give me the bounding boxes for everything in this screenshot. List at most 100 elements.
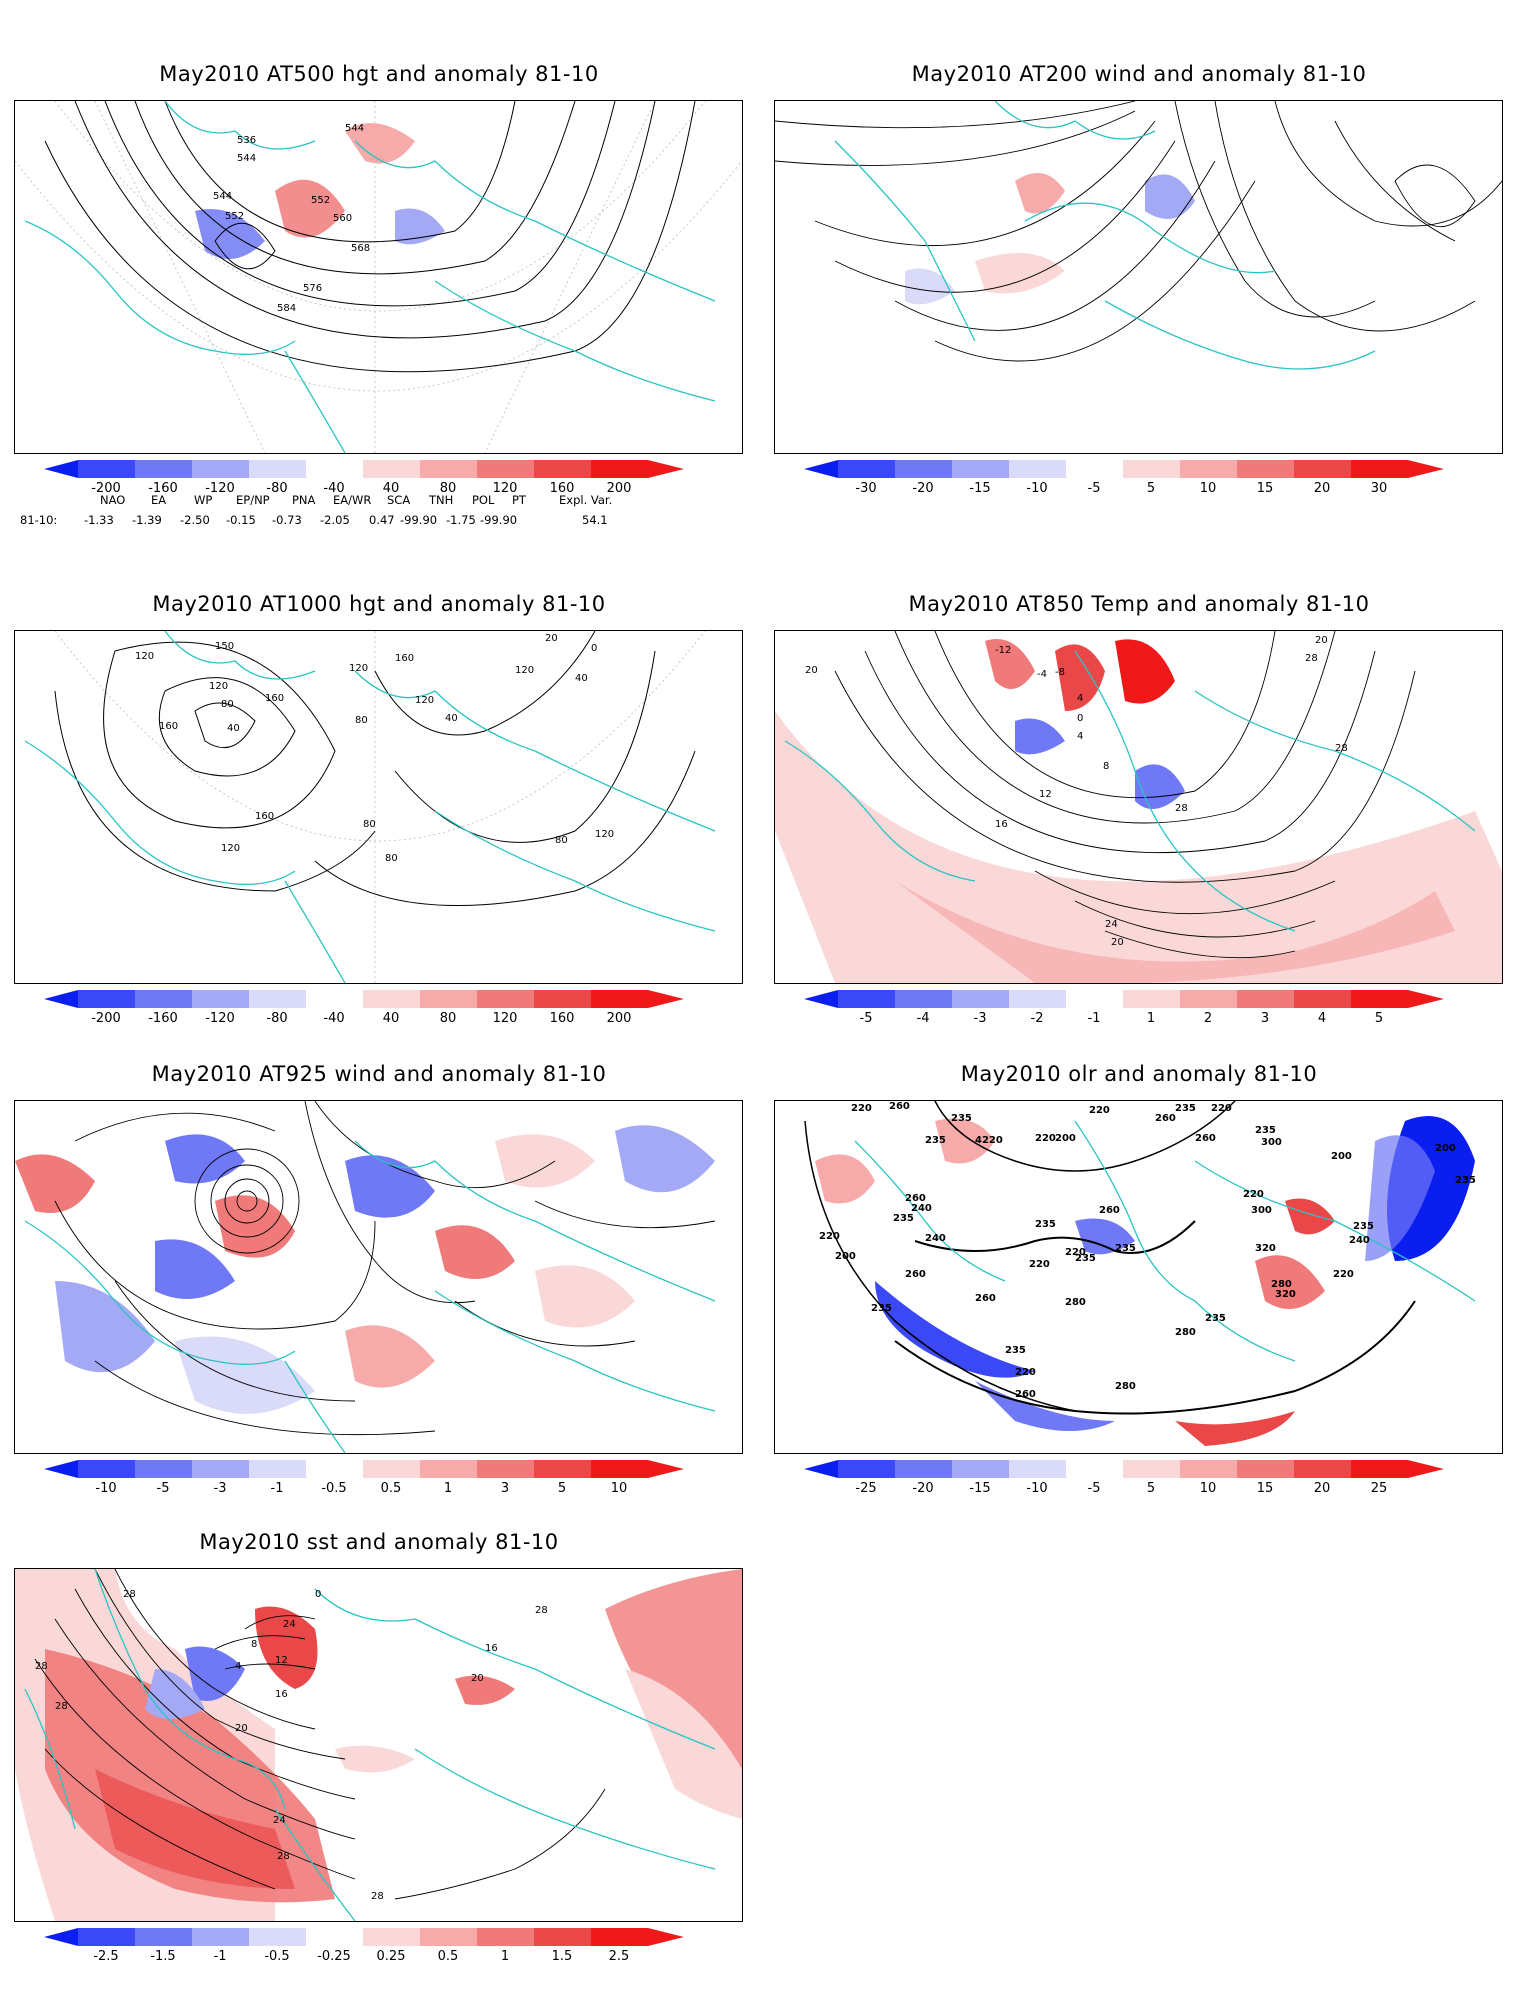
tele-header: POL: [472, 493, 495, 507]
map-frame: 120 150 120 80 40 160 160 120 160 120 120 40 80 4…: [14, 630, 743, 984]
tick-label: 200: [606, 1011, 632, 1026]
svg-text:20: 20: [471, 1673, 484, 1684]
svg-text:16: 16: [275, 1689, 288, 1700]
tick-label: 1: [500, 1949, 510, 1964]
tick-label: -0.25: [317, 1949, 351, 1964]
tick-label: 120: [492, 481, 518, 496]
svg-text:120: 120: [209, 681, 228, 692]
tick-label: 200: [606, 481, 632, 496]
tele-value: -1.33: [84, 513, 114, 527]
svg-text:160: 160: [159, 721, 178, 732]
svg-text:260: 260: [905, 1269, 926, 1280]
tele-value: -99.90: [400, 513, 438, 527]
svg-text:220: 220: [1065, 1247, 1086, 1258]
map-sst: 28 28 4 8 12 0 16 20 24 28 24 28 20 16 28 28: [15, 1569, 742, 1921]
tele-header: EA/WR: [333, 493, 372, 507]
svg-text:280: 280: [1175, 1327, 1196, 1338]
svg-text:8: 8: [1103, 761, 1109, 772]
colorbar-swatches: [44, 460, 684, 478]
panel-title: May2010 AT200 wind and anomaly 81-10: [911, 62, 1367, 86]
svg-text:552: 552: [225, 211, 244, 222]
colorbar-swatches: [44, 990, 684, 1008]
svg-text:-4: -4: [1037, 669, 1047, 680]
svg-text:120: 120: [515, 665, 534, 676]
tick-label: -160: [148, 481, 178, 496]
svg-text:320: 320: [1275, 1289, 1296, 1300]
tick-label: 3: [1260, 1011, 1270, 1026]
tick-label: 40: [382, 481, 400, 496]
panel-title: May2010 AT850 Temp and anomaly 81-10: [908, 592, 1370, 616]
map-frame: 536 544 544 552 552 560 568 576 584 544: [14, 100, 743, 454]
svg-text:12: 12: [1039, 789, 1052, 800]
panel-at500: May2010 AT500 hgt and anomaly 81-10: [14, 62, 744, 542]
tele-value: -2.05: [320, 513, 350, 527]
tick-label: -3: [213, 1481, 227, 1496]
tele-value: -0.73: [272, 513, 302, 527]
panel-title: May2010 AT1000 hgt and anomaly 81-10: [152, 592, 606, 616]
tick-label: 40: [382, 1011, 400, 1026]
tick-label: -5: [156, 1481, 170, 1496]
svg-text:235: 235: [1353, 1221, 1374, 1232]
panel-title: May2010 AT925 wind and anomaly 81-10: [151, 1062, 607, 1086]
tick-label: -40: [323, 481, 345, 496]
svg-text:28: 28: [535, 1605, 548, 1616]
colorbar: -25 -20 -15 -10 -5 5 10 15 20 25: [804, 1459, 1469, 1499]
tick-label: -1: [213, 1949, 227, 1964]
svg-text:220: 220: [1243, 1189, 1264, 1200]
svg-text:235: 235: [1075, 1253, 1096, 1264]
tick-label: 5: [557, 1481, 567, 1496]
svg-text:20: 20: [1111, 937, 1124, 948]
svg-text:200: 200: [1435, 1143, 1456, 1154]
svg-text:20: 20: [805, 665, 818, 676]
tele-header: TNH: [429, 493, 454, 507]
tick-label: 0.5: [437, 1949, 459, 1964]
svg-text:220: 220: [819, 1231, 840, 1242]
tick-label: 5: [1146, 481, 1156, 496]
panel-at200-wind: May2010 AT200 wind and anomaly 81-10: [774, 62, 1504, 502]
tick-label: 25: [1370, 1481, 1388, 1496]
tick-label: 4: [1317, 1011, 1327, 1026]
svg-text:28: 28: [55, 1701, 68, 1712]
svg-text:544: 544: [237, 153, 256, 164]
tick-label: -1.5: [150, 1949, 176, 1964]
svg-text:220: 220: [1015, 1367, 1036, 1378]
svg-text:560: 560: [333, 213, 352, 224]
panel-at925-wind: May2010 AT925 wind and anomaly 81-10: [14, 1062, 744, 1502]
svg-text:4: 4: [1077, 731, 1083, 742]
svg-text:240: 240: [1349, 1235, 1370, 1246]
tick-label: -80: [266, 1011, 288, 1026]
svg-text:220: 220: [1035, 1133, 1056, 1144]
svg-text:4220: 4220: [975, 1135, 1003, 1146]
svg-text:0: 0: [315, 1589, 321, 1600]
tick-label: 30: [1370, 481, 1388, 496]
map-at200: [775, 101, 1502, 370]
tick-label: -120: [205, 1011, 235, 1026]
tick-label: 1.5: [551, 1949, 573, 1964]
tick-label: 3: [500, 1481, 510, 1496]
svg-text:120: 120: [349, 663, 368, 674]
map-at925: [15, 1101, 716, 1453]
svg-text:240: 240: [911, 1203, 932, 1214]
tick-label: 5: [1374, 1011, 1384, 1026]
svg-text:280: 280: [1065, 1297, 1086, 1308]
svg-text:8: 8: [251, 1639, 257, 1650]
svg-text:320: 320: [1255, 1243, 1276, 1254]
tick-label: 80: [439, 1011, 457, 1026]
map-frame: [14, 1100, 743, 1454]
svg-text:80: 80: [385, 853, 398, 864]
svg-text:552: 552: [311, 195, 330, 206]
colorbar: -200 -160 -120 -80 -40 40 80 120 160 200: [44, 989, 709, 1029]
svg-text:16: 16: [485, 1643, 498, 1654]
svg-text:544: 544: [213, 191, 232, 202]
tele-row-label: 81-10:: [20, 513, 58, 527]
svg-text:12: 12: [275, 1655, 288, 1666]
svg-text:24: 24: [1105, 919, 1118, 930]
tele-header: EP/NP: [236, 493, 270, 507]
svg-text:235: 235: [1255, 1125, 1276, 1136]
svg-text:24: 24: [283, 1619, 296, 1630]
tele-value: -1.39: [132, 513, 162, 527]
panel-title: May2010 AT500 hgt and anomaly 81-10: [159, 62, 599, 86]
tick-label: -2: [1030, 1011, 1044, 1026]
tick-label: -10: [1026, 481, 1048, 496]
tick-label: -10: [95, 1481, 117, 1496]
